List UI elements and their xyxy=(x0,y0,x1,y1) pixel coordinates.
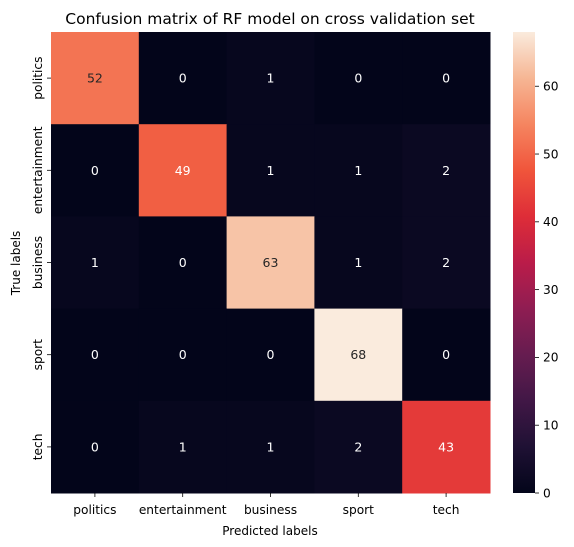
cell-value-label: 43 xyxy=(438,439,454,454)
cell-value-label: 68 xyxy=(350,347,366,362)
heatmap-cell xyxy=(402,308,491,402)
colorbar-tick-label: 60 xyxy=(543,80,559,94)
cell-value-label: 0 xyxy=(179,255,187,270)
heatmap-cell xyxy=(314,32,403,125)
cell-value-label: 63 xyxy=(263,255,279,270)
x-tick-label: entertainment xyxy=(139,503,227,517)
cell-value-label: 1 xyxy=(354,163,362,178)
colorbar-tick-label: 30 xyxy=(543,283,559,297)
colorbar-tick-label: 50 xyxy=(543,147,559,161)
y-tick-label: tech xyxy=(31,434,45,461)
heatmap-cell xyxy=(51,124,140,217)
heatmap-cell xyxy=(314,124,403,217)
heatmap-cell xyxy=(402,32,491,125)
colorbar: 0 10 20 30 40 50 60 xyxy=(513,32,559,500)
heatmap-cell xyxy=(226,308,315,402)
x-tick-label: business xyxy=(244,503,297,517)
cell-value-label: 0 xyxy=(91,347,99,362)
heatmap-cell xyxy=(138,308,228,402)
heatmap-cell xyxy=(314,400,403,494)
cell-value-label: 0 xyxy=(442,347,450,362)
chart-title: Confusion matrix of RF model on cross va… xyxy=(65,10,474,28)
cell-value-label: 1 xyxy=(354,255,362,270)
cell-value-label: 1 xyxy=(267,439,275,454)
cell-value-label: 0 xyxy=(91,163,99,178)
heatmap-cell xyxy=(138,400,228,494)
cell-value-label: 1 xyxy=(179,439,187,454)
heatmap-cell xyxy=(51,308,140,402)
x-tick-labels: politics entertainment business sport tech xyxy=(73,493,459,517)
heatmap-cell xyxy=(138,216,228,310)
x-tick-label: politics xyxy=(73,503,116,517)
cell-value-label: 0 xyxy=(179,347,187,362)
colorbar-tick-label: 10 xyxy=(543,419,559,433)
y-tick-labels: politics entertainment business sport tech xyxy=(31,57,51,461)
heatmap-cell xyxy=(226,216,315,310)
cell-value-label: 2 xyxy=(354,439,362,454)
heatmap-cell xyxy=(226,32,315,125)
y-tick-label: sport xyxy=(31,339,45,371)
cell-value-label: 1 xyxy=(267,71,275,86)
heatmap-cell xyxy=(314,216,403,310)
heatmap-cell xyxy=(51,216,140,310)
heatmap-cell xyxy=(51,32,140,125)
cell-value-label: 0 xyxy=(267,347,275,362)
heatmap-cell xyxy=(314,308,403,402)
heatmap-cell xyxy=(226,124,315,217)
cell-value-label: 0 xyxy=(354,71,362,86)
cell-value-label: 49 xyxy=(175,163,191,178)
heatmap-cell xyxy=(138,124,228,217)
y-tick-label: entertainment xyxy=(31,126,45,214)
heatmap-cell xyxy=(226,400,315,494)
heatmap-cell xyxy=(402,400,491,494)
heatmap-cell xyxy=(51,400,140,494)
cell-value-label: 2 xyxy=(442,255,450,270)
cell-value-label: 1 xyxy=(267,163,275,178)
colorbar-tick-label: 20 xyxy=(543,351,559,365)
colorbar-tick-label: 0 xyxy=(543,486,551,500)
x-axis-label: Predicted labels xyxy=(222,524,317,538)
heatmap-cell xyxy=(138,32,228,125)
cell-value-label: 0 xyxy=(91,439,99,454)
cell-value-label: 52 xyxy=(87,71,103,86)
x-tick-label: tech xyxy=(433,503,460,517)
colorbar-tick-label: 40 xyxy=(543,215,559,229)
cell-value-label: 1 xyxy=(91,255,99,270)
heatmap-cells: 52 0 1 0 0 0 49 1 1 2 1 0 63 1 2 0 0 0 68 0 0 1 1 2 43 xyxy=(51,32,491,494)
y-tick-label: business xyxy=(31,236,45,289)
y-axis-label: True labels xyxy=(9,231,23,297)
colorbar-gradient xyxy=(513,32,535,493)
y-tick-label: politics xyxy=(31,57,45,100)
cell-value-label: 0 xyxy=(442,71,450,86)
heatmap-cell xyxy=(402,216,491,310)
cell-value-label: 2 xyxy=(442,163,450,178)
heatmap-cell xyxy=(402,124,491,217)
x-tick-label: sport xyxy=(343,503,375,517)
cell-value-label: 0 xyxy=(179,71,187,86)
